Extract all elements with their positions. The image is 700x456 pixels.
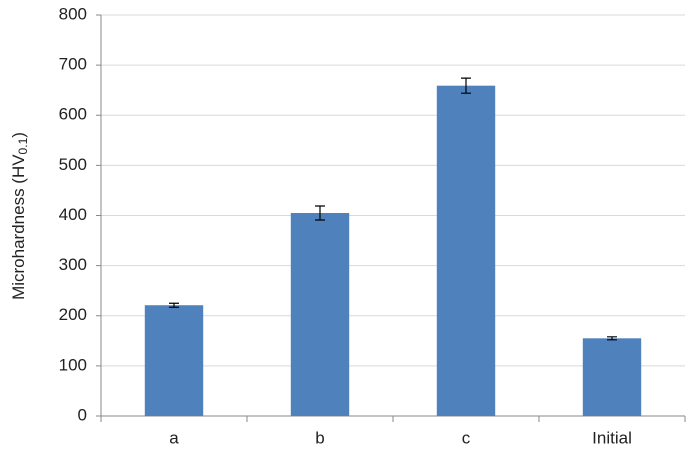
y-axis-label: Microhardness (HV0.1) <box>9 132 30 300</box>
bar <box>144 305 204 416</box>
y-tick-label: 0 <box>78 405 87 424</box>
y-tick-label: 800 <box>59 4 87 23</box>
x-tick-label: b <box>315 428 324 447</box>
y-tick-label: 200 <box>59 305 87 324</box>
bar <box>436 85 496 417</box>
x-tick-label: c <box>462 428 471 447</box>
y-axis-label-suffix: ) <box>9 132 28 138</box>
error-bar <box>315 205 325 221</box>
x-tick-label: Initial <box>592 428 632 447</box>
y-tick-label: 700 <box>59 55 87 74</box>
error-bar <box>169 302 179 308</box>
y-tick-label: 500 <box>59 155 87 174</box>
y-tick-label: 400 <box>59 205 87 224</box>
y-axis-label-subscript: 0.1 <box>16 137 30 154</box>
bar <box>582 338 642 416</box>
y-tick-label: 600 <box>59 105 87 124</box>
error-bar <box>607 336 617 341</box>
bar <box>290 212 350 416</box>
y-tick-label: 300 <box>59 255 87 274</box>
y-tick-label: 100 <box>59 355 87 374</box>
y-axis-label-text: Microhardness (HV <box>9 154 28 300</box>
error-bar <box>461 77 471 94</box>
x-tick-label: a <box>169 428 179 447</box>
